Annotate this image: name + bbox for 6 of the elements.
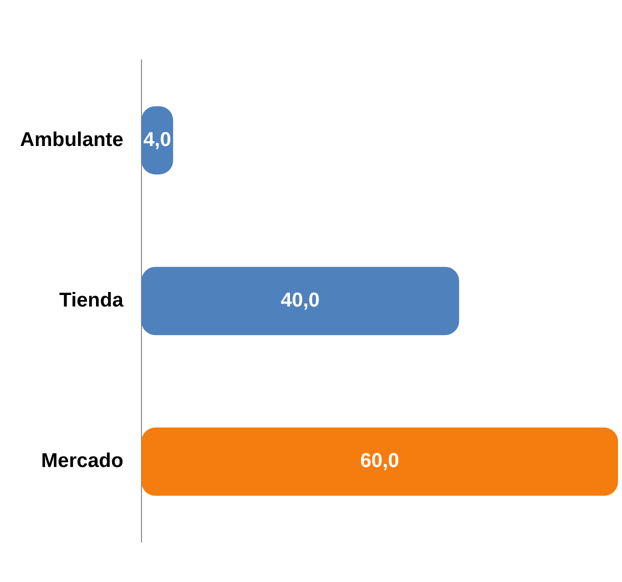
y-tick-label: Tienda <box>59 290 124 312</box>
data-label: 40,0 <box>280 290 320 312</box>
data-label: 4,0 <box>143 128 172 151</box>
y-tick-label: Ambulante <box>20 128 124 151</box>
y-tick-label: Mercado <box>41 450 124 472</box>
data-label: 60,0 <box>360 450 400 472</box>
